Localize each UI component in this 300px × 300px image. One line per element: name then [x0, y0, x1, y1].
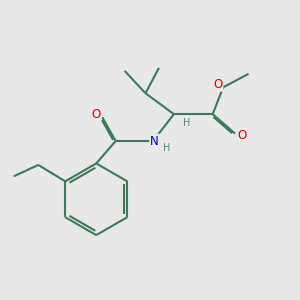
Text: O: O [213, 78, 222, 91]
Text: O: O [91, 108, 100, 121]
Text: H: H [183, 118, 190, 128]
Text: O: O [237, 129, 246, 142]
Text: N: N [150, 134, 159, 148]
Text: H: H [163, 142, 170, 153]
